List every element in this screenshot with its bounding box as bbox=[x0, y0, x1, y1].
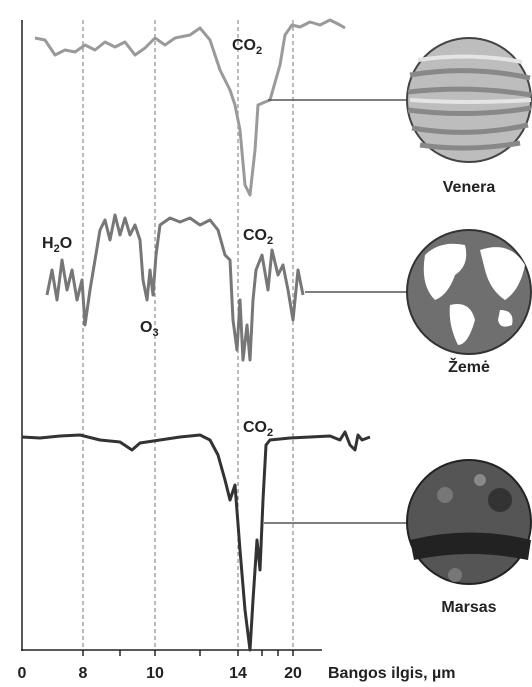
x-axis-label: Bangos ilgis, µm bbox=[328, 665, 455, 682]
label-base: H bbox=[42, 235, 54, 252]
label-base: CO bbox=[243, 419, 267, 436]
planet-name: Žemė bbox=[448, 357, 490, 376]
molecule-label: CO2 bbox=[243, 419, 273, 439]
molecule-label: CO2 bbox=[243, 227, 273, 247]
mars-image bbox=[407, 460, 531, 584]
label-base: CO bbox=[232, 37, 256, 54]
venus-spectrum bbox=[35, 20, 345, 195]
label-post: O bbox=[60, 235, 72, 252]
figure: 0 8 10 14 20 Bangos ilgis, µm CO2 H2O O3… bbox=[0, 0, 532, 687]
molecule-label: H2O bbox=[42, 235, 72, 255]
planet-name: Marsas bbox=[441, 599, 496, 616]
label-sub: 2 bbox=[267, 235, 273, 247]
x-tick-label: 20 bbox=[284, 665, 302, 682]
x-tick-label: 8 bbox=[79, 665, 88, 682]
label-sub: 3 bbox=[152, 327, 158, 339]
label-sub: 2 bbox=[267, 427, 273, 439]
molecule-label: O3 bbox=[140, 319, 159, 339]
earth-image bbox=[407, 230, 531, 354]
x-ticks bbox=[83, 650, 293, 656]
molecule-label: CO2 bbox=[232, 37, 262, 57]
x-tick-label: 14 bbox=[229, 665, 247, 682]
x-tick-label: 0 bbox=[18, 665, 27, 682]
planet-name: Venera bbox=[443, 179, 496, 196]
label-sub: 2 bbox=[256, 45, 262, 57]
x-tick-label: 10 bbox=[146, 665, 164, 682]
venus-image bbox=[407, 38, 531, 162]
label-base: O bbox=[140, 319, 152, 336]
mars-spectrum bbox=[22, 432, 370, 650]
label-base: CO bbox=[243, 227, 267, 244]
page: 0 8 10 14 20 Bangos ilgis, µm CO2 H2O O3… bbox=[0, 0, 532, 687]
